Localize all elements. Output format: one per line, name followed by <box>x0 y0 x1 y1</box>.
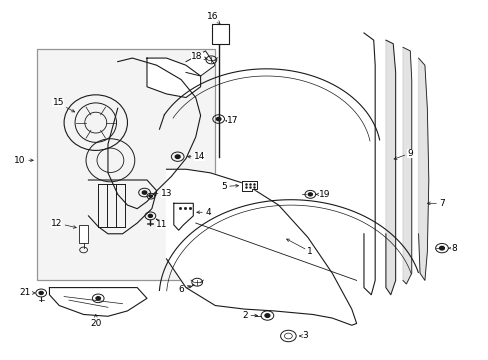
Polygon shape <box>166 169 356 325</box>
Polygon shape <box>402 47 411 284</box>
Circle shape <box>149 195 152 197</box>
Text: 20: 20 <box>90 314 101 328</box>
Text: 1: 1 <box>286 239 312 256</box>
Bar <box>37 49 215 280</box>
Polygon shape <box>385 40 395 295</box>
Text: 4: 4 <box>197 208 210 217</box>
Text: 21: 21 <box>20 288 35 297</box>
Text: 17: 17 <box>225 116 238 125</box>
Text: 2: 2 <box>242 311 257 320</box>
Polygon shape <box>418 58 428 280</box>
Text: 12: 12 <box>51 219 76 228</box>
Text: 15: 15 <box>52 98 75 112</box>
Polygon shape <box>173 203 193 230</box>
Circle shape <box>216 117 221 121</box>
Circle shape <box>96 297 100 300</box>
Text: 6: 6 <box>178 285 190 294</box>
Text: 16: 16 <box>206 12 220 23</box>
Polygon shape <box>185 51 215 76</box>
Polygon shape <box>363 33 374 295</box>
Text: 8: 8 <box>447 244 456 253</box>
Text: 19: 19 <box>316 190 330 199</box>
Circle shape <box>39 292 43 294</box>
Bar <box>79 225 88 243</box>
Circle shape <box>439 246 444 250</box>
Polygon shape <box>242 181 256 192</box>
Circle shape <box>175 155 180 158</box>
Circle shape <box>142 191 146 194</box>
Text: 5: 5 <box>221 182 238 191</box>
Text: 10: 10 <box>15 156 33 165</box>
Circle shape <box>264 314 269 317</box>
Text: 9: 9 <box>393 149 412 159</box>
Text: 14: 14 <box>187 152 205 161</box>
Text: 7: 7 <box>427 199 444 208</box>
Text: 11: 11 <box>156 219 167 229</box>
Polygon shape <box>49 288 147 316</box>
Circle shape <box>307 193 312 196</box>
Bar <box>212 24 228 44</box>
Polygon shape <box>147 58 200 98</box>
Text: 18: 18 <box>191 52 206 61</box>
Text: 3: 3 <box>299 332 308 341</box>
Text: 13: 13 <box>154 189 172 198</box>
Circle shape <box>148 214 152 217</box>
